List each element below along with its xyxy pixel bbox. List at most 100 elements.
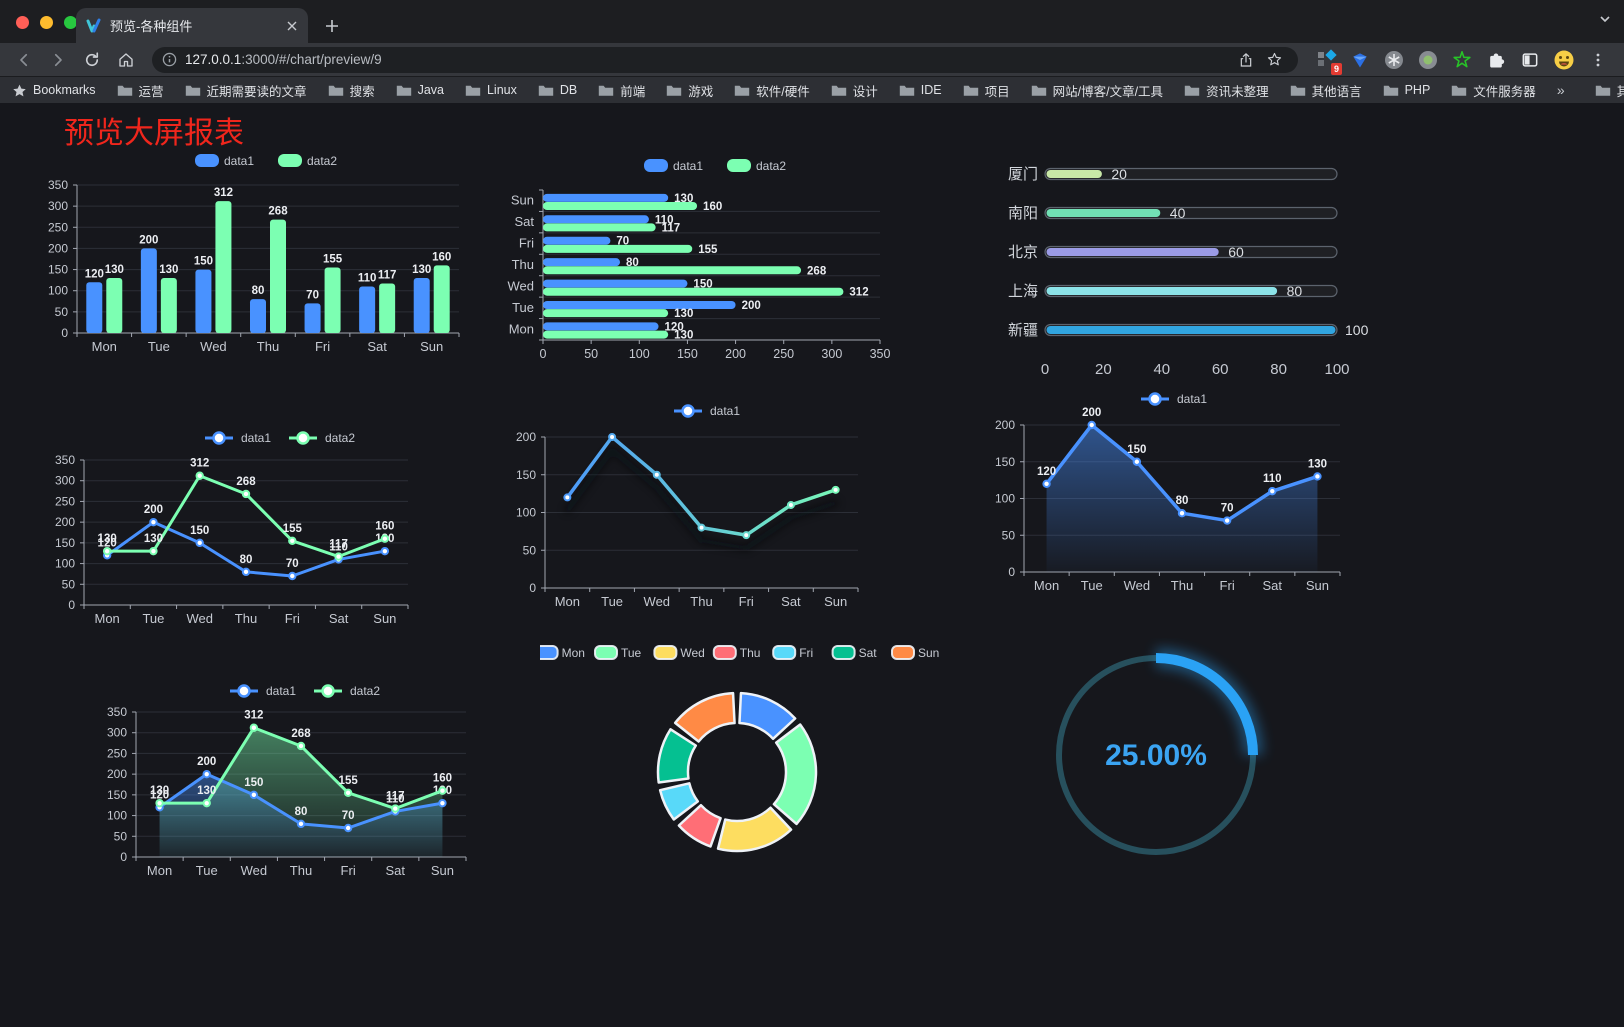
folder-icon (185, 85, 200, 96)
svg-text:Thu: Thu (290, 863, 312, 878)
svg-text:Fri: Fri (519, 236, 534, 251)
svg-text:Mon: Mon (1034, 578, 1059, 593)
url-text[interactable]: 127.0.0.1:3000/#/chart/preview/9 (185, 52, 382, 67)
svg-text:Thu: Thu (235, 611, 257, 626)
page-content: 预览大屏报表 data1 data2 0 50 100 150 200 250 300 350 Mo… (0, 103, 1624, 1027)
extension-dot-icon[interactable] (1416, 48, 1440, 72)
svg-text:50: 50 (114, 829, 128, 843)
bookmark-folder[interactable]: DB (538, 83, 577, 97)
svg-text:117: 117 (329, 539, 348, 551)
star-icon (13, 84, 26, 96)
svg-text:Sat: Sat (514, 214, 534, 229)
extension-gem-icon[interactable] (1348, 48, 1372, 72)
other-bookmarks-folder[interactable]: 其他书签 (1595, 81, 1624, 100)
browser-tab[interactable]: 预览-各种组件 (76, 8, 308, 43)
bookmark-folder[interactable]: 其他语言 (1290, 81, 1362, 100)
home-button-icon[interactable] (112, 47, 140, 73)
extension-asterisk-icon[interactable] (1382, 48, 1406, 72)
reload-button-icon[interactable] (78, 47, 106, 73)
svg-text:312: 312 (214, 187, 233, 199)
svg-text:200: 200 (55, 515, 75, 529)
share-icon[interactable] (1232, 47, 1260, 73)
svg-text:data1: data1 (266, 684, 296, 698)
bookmark-folder[interactable]: 设计 (831, 81, 878, 100)
svg-text:Tue: Tue (621, 646, 642, 660)
svg-text:data2: data2 (307, 154, 337, 168)
svg-text:120: 120 (1037, 466, 1056, 478)
svg-text:0: 0 (529, 581, 536, 595)
svg-text:312: 312 (190, 458, 209, 470)
tabstrip-chevron-icon[interactable] (1598, 12, 1612, 26)
browser-menu-icon[interactable] (1586, 48, 1610, 72)
svg-text:100: 100 (55, 557, 75, 571)
svg-text:Thu: Thu (740, 646, 761, 660)
svg-text:150: 150 (516, 468, 536, 482)
extension-emoji-icon[interactable] (1552, 48, 1576, 72)
svg-text:0: 0 (68, 598, 75, 612)
bookmark-folder[interactable]: Linux (465, 83, 517, 97)
svg-text:130: 130 (144, 533, 163, 545)
tab-strip: 预览-各种组件 (0, 0, 1624, 43)
svg-text:Sun: Sun (918, 646, 939, 660)
extensions-puzzle-icon[interactable] (1484, 48, 1508, 72)
svg-text:350: 350 (55, 453, 75, 467)
bookmark-folder[interactable]: 运营 (117, 81, 164, 100)
svg-text:Tue: Tue (196, 863, 218, 878)
back-button-icon[interactable] (10, 47, 38, 73)
close-window-button[interactable] (16, 16, 29, 29)
folder-icon (1452, 85, 1467, 96)
bookmarks-manager[interactable]: Bookmarks (12, 83, 96, 98)
chart-progress-bars: 厦门 20 南阳 40 北京 60 上海 80 新疆 100 0 20 40 60 80 100 (990, 152, 1380, 387)
bookmarks-overflow-chevron[interactable]: » (1556, 82, 1565, 98)
svg-text:Sat: Sat (367, 339, 387, 354)
svg-text:155: 155 (339, 775, 359, 787)
svg-text:Fri: Fri (341, 863, 356, 878)
bookmark-folder[interactable]: 文件服务器 (1451, 81, 1536, 100)
svg-text:300: 300 (48, 199, 68, 213)
zoom-window-button[interactable] (64, 16, 77, 29)
site-info-icon[interactable] (162, 52, 177, 67)
bookmark-star-icon[interactable] (1260, 47, 1288, 73)
svg-text:data1: data1 (224, 154, 254, 168)
folder-icon (117, 85, 132, 96)
svg-text:312: 312 (244, 710, 263, 722)
minimize-window-button[interactable] (40, 16, 53, 29)
bookmark-folder[interactable]: 前端 (598, 81, 645, 100)
bookmark-folder[interactable]: 软件/硬件 (734, 81, 810, 100)
bookmark-folder[interactable]: 近期需要读的文章 (185, 81, 307, 100)
svg-text:25.00%: 25.00% (1105, 739, 1207, 772)
svg-text:70: 70 (1221, 503, 1234, 515)
new-tab-button[interactable] (318, 12, 346, 40)
svg-text:150: 150 (693, 279, 712, 291)
tab-close-icon[interactable] (286, 20, 298, 32)
svg-text:130: 130 (150, 785, 169, 797)
chart-line-gradient: data1 0 50 100 150 200 Mon Tue Wed Thu Fri Sat Sun (495, 398, 875, 618)
bookmark-folder[interactable]: IDE (899, 83, 942, 97)
bookmark-folder[interactable]: 搜索 (328, 81, 375, 100)
folder-icon (328, 85, 343, 96)
svg-text:Thu: Thu (690, 594, 712, 609)
svg-text:50: 50 (584, 347, 598, 361)
bookmark-folder[interactable]: 游戏 (666, 81, 713, 100)
forward-button-icon[interactable] (44, 47, 72, 73)
side-panel-icon[interactable] (1518, 48, 1542, 72)
tab-favicon-icon (86, 18, 102, 34)
bookmark-folder[interactable]: 网站/博客/文章/工具 (1031, 81, 1163, 100)
bookmark-folder[interactable]: PHP (1383, 83, 1430, 97)
svg-text:155: 155 (698, 244, 718, 256)
svg-text:data1: data1 (1177, 392, 1207, 406)
folder-icon (1383, 85, 1398, 96)
extension-grid-icon[interactable]: 9 (1314, 48, 1342, 75)
bookmark-folder[interactable]: 项目 (963, 81, 1010, 100)
bookmark-folder[interactable]: 资讯未整理 (1184, 81, 1269, 100)
svg-text:data2: data2 (756, 159, 786, 173)
extension-star-icon[interactable] (1450, 48, 1474, 72)
bookmark-folder[interactable]: Java (396, 83, 444, 97)
chart-donut: Mon Tue Wed Thu Fri Sat Sun (540, 633, 940, 878)
url-bar[interactable]: 127.0.0.1:3000/#/chart/preview/9 (152, 46, 1298, 73)
svg-text:南阳: 南阳 (1008, 205, 1038, 222)
folder-icon (899, 85, 914, 96)
svg-text:80: 80 (1270, 361, 1287, 378)
svg-text:20: 20 (1095, 361, 1112, 378)
